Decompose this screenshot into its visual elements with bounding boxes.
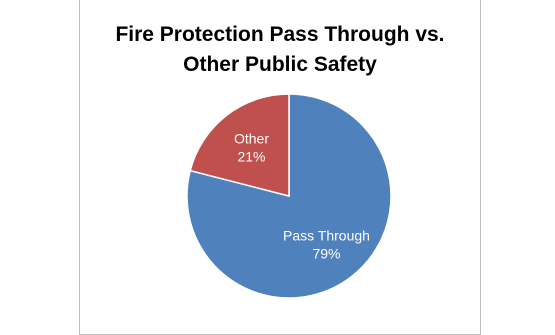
- chart-title-line-1: Fire Protection Pass Through vs.: [115, 23, 445, 46]
- chart-title: Fire Protection Pass Through vs. Other P…: [80, 20, 480, 80]
- pie-slice-other: [189, 93, 290, 197]
- slice-value-pass-through: 79%: [312, 245, 340, 261]
- slice-label-other: Other: [234, 131, 269, 147]
- pie-slice-pass-through: [186, 93, 392, 299]
- slice-label-pass-through: Pass Through: [283, 227, 370, 243]
- chart-title-line-2: Other Public Safety: [183, 53, 377, 76]
- slice-value-other: 21%: [237, 149, 265, 165]
